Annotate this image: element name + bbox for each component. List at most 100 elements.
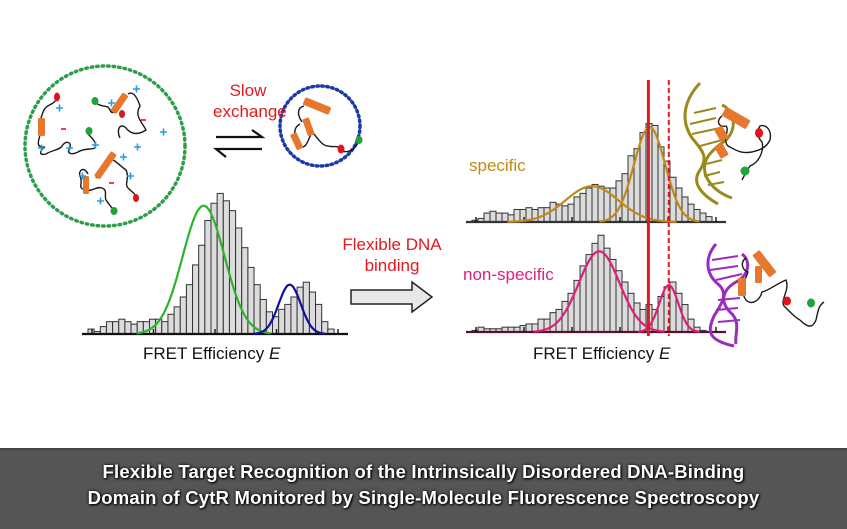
histogram-bar: [198, 244, 206, 335]
slow-exchange-line2: exchange: [213, 102, 287, 121]
x-axis-title: FRET Efficiency: [143, 344, 265, 363]
disordered-chain: [37, 92, 97, 156]
helix-icon: [738, 278, 746, 296]
histogram-nonspecific: [466, 222, 726, 336]
helix-icon: [752, 250, 776, 277]
gaussian-fit-unfolded: [136, 204, 271, 335]
disordered-chain: [91, 92, 147, 139]
donor-dye-icon: [740, 166, 750, 176]
title-banner: Flexible Target Recognition of the Intri…: [0, 448, 847, 529]
histogram-bar: [173, 306, 181, 335]
title-line-2: Domain of CytR Monitored by Single-Molec…: [87, 487, 760, 508]
flexible-dna-binding-label: Flexible DNA binding: [332, 234, 452, 276]
acceptor-dye-icon: [119, 110, 125, 118]
histogram-bar: [99, 326, 107, 335]
histogram-bar: [228, 210, 237, 335]
helix-icon: [714, 125, 729, 142]
flexible-dna-binding-line1: Flexible DNA: [342, 235, 442, 254]
histogram-specific: [466, 80, 726, 226]
histogram-bar: [112, 321, 120, 335]
folded-state: [278, 84, 363, 168]
histogram-bar: [525, 323, 533, 333]
histogram-bar: [579, 192, 587, 223]
donor-dye-icon: [85, 127, 93, 135]
histogram-bar: [284, 303, 292, 335]
histogram-bar: [290, 296, 298, 335]
histogram-bar: [597, 234, 605, 333]
acceptor-dye-icon: [54, 92, 60, 102]
helix-icon: [290, 132, 303, 150]
gaussian-fit-component-1: [533, 250, 665, 333]
disordered-chain: [78, 151, 139, 215]
flexible-dna-binding-line2: binding: [364, 256, 420, 275]
helix-icon: [83, 176, 89, 194]
specific-label: specific: [469, 156, 526, 175]
specific-dna-complex: [683, 81, 772, 206]
left-x-axis-label: FRET Efficiency E: [143, 344, 280, 364]
donor-dye-icon: [91, 97, 99, 105]
histogram-bar: [489, 210, 497, 223]
right-x-axis-label: FRET Efficiency E: [533, 344, 670, 364]
graphical-abstract-figure: [23, 64, 825, 348]
histogram-bar: [192, 264, 200, 335]
gaussian-fit-folded: [254, 283, 326, 335]
histogram-bar: [185, 284, 194, 335]
helix-icon: [94, 151, 117, 179]
folded-state-border: [278, 84, 362, 168]
helix-icon: [302, 117, 315, 137]
histogram-bar: [561, 205, 569, 223]
histogram-bar: [699, 212, 707, 223]
histogram-bar: [549, 312, 557, 333]
x-axis-title: FRET Efficiency: [533, 344, 655, 363]
histogram-bar: [315, 303, 323, 335]
histogram-bar: [216, 192, 224, 335]
nonspecific-dna-complex: [706, 243, 825, 348]
acceptor-dye-icon: [133, 194, 139, 202]
negative-charges: [61, 119, 146, 184]
histogram-bar: [495, 212, 503, 223]
histogram-bar: [597, 185, 605, 223]
histogram-bar: [179, 296, 187, 335]
histogram-bar: [483, 212, 491, 223]
histogram-bar: [105, 321, 114, 335]
histogram-bar: [501, 212, 509, 223]
histogram-bar: [585, 187, 593, 223]
histogram-bar: [124, 321, 132, 335]
nonspecific-label: non-specific: [463, 265, 554, 284]
helix-icon: [714, 142, 729, 159]
histogram-unbound: [82, 192, 348, 336]
donor-dye-icon: [355, 136, 363, 144]
helix-icon: [302, 97, 332, 115]
right-block-arrow-icon: [350, 280, 434, 314]
histogram-bar: [591, 183, 599, 223]
unfolded-ensemble-border: [23, 64, 187, 228]
histogram-bar: [161, 321, 169, 335]
histogram-bar: [302, 281, 310, 335]
positive-charges: [38, 85, 167, 205]
title-line-1: Flexible Target Recognition of the Intri…: [102, 461, 745, 482]
x-axis-variable: E: [658, 344, 671, 363]
histogram-bar: [639, 132, 647, 223]
equilibrium-arrows-icon: [212, 129, 266, 158]
slow-exchange-line1: Slow: [229, 81, 267, 100]
histogram-bar: [167, 313, 175, 335]
helix-icon: [110, 92, 128, 114]
histogram-bar: [204, 220, 212, 335]
helix-icon: [38, 118, 45, 136]
donor-dye-icon: [110, 207, 118, 215]
histogram-bar: [567, 203, 575, 223]
helix-icon: [755, 266, 762, 283]
acceptor-dye-icon: [337, 144, 345, 154]
histogram-bar: [663, 286, 671, 333]
histogram-bar: [118, 318, 126, 335]
histogram-bar: [235, 227, 243, 335]
histogram-bar: [681, 196, 689, 223]
x-axis-variable: E: [268, 344, 281, 363]
histogram-bar: [241, 247, 249, 335]
acceptor-dye-icon: [783, 296, 791, 306]
histogram-bar: [278, 308, 286, 335]
donor-dye-icon: [807, 298, 815, 308]
histogram-bar: [130, 323, 138, 335]
helix-icon: [721, 107, 751, 129]
histogram-bar: [573, 196, 581, 223]
